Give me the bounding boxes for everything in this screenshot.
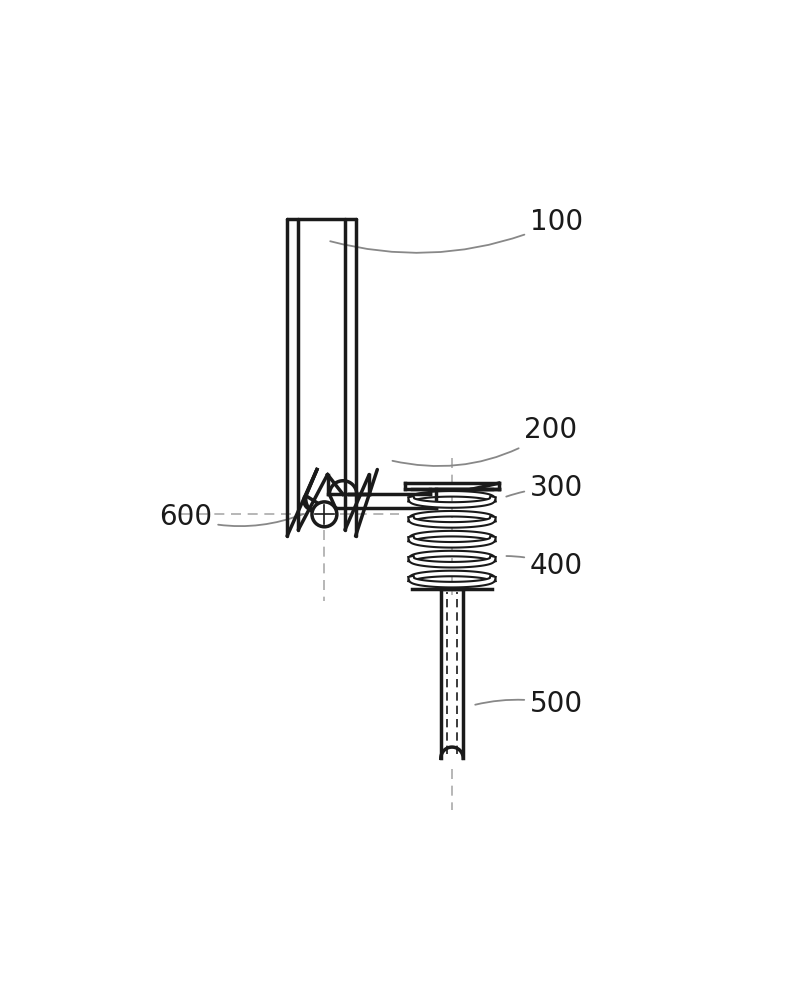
Text: 600: 600 <box>160 503 303 531</box>
Text: 300: 300 <box>505 474 582 502</box>
Text: 200: 200 <box>392 416 576 466</box>
Text: 100: 100 <box>330 208 582 253</box>
Text: 400: 400 <box>506 552 582 580</box>
Circle shape <box>311 502 337 527</box>
Text: 500: 500 <box>475 690 582 718</box>
